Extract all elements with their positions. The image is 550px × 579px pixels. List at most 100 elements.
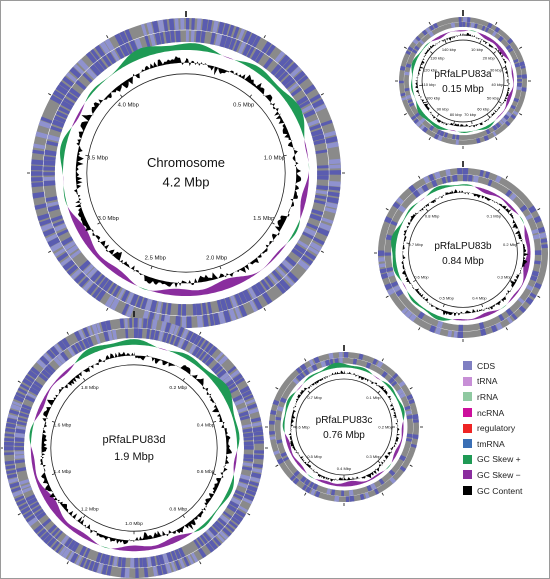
cds-feature: [239, 474, 251, 481]
cds-feature: [44, 149, 57, 157]
cds-feature: [379, 268, 387, 274]
cds-feature: [26, 392, 37, 399]
cds-feature: [181, 316, 186, 328]
cds-feature: [241, 390, 252, 398]
inner-scale-circle: [421, 39, 505, 123]
cds-feature: [39, 355, 50, 366]
cds-feature: [110, 49, 120, 62]
cds-feature: [109, 297, 120, 311]
ruler-tick: [381, 358, 384, 362]
cds-feature: [60, 236, 74, 246]
cds-feature: [224, 296, 233, 310]
cds-feature: [120, 44, 130, 57]
cds-feature: [518, 305, 527, 313]
cds-feature: [163, 19, 169, 32]
cds-feature: [95, 289, 107, 302]
cds-feature: [235, 509, 246, 518]
cds-feature: [197, 547, 207, 559]
ruler-tick: [320, 250, 324, 253]
cds-feature: [6, 473, 18, 479]
cds-feature: [79, 557, 87, 568]
cds-feature: [441, 176, 447, 184]
ruler-tick: [537, 208, 541, 211]
scale-tick-label: 3.5 Mbp: [87, 155, 109, 161]
cds-feature: [41, 369, 52, 379]
cds-feature: [186, 18, 190, 30]
cds-feature: [3, 446, 14, 451]
cds-feature: [405, 94, 412, 100]
cds-feature: [210, 32, 216, 45]
cds-feature: [317, 175, 329, 180]
cds-feature: [150, 329, 156, 340]
cds-feature: [150, 556, 157, 567]
cds-feature: [252, 467, 263, 473]
scale-tick-label: 20 kbp: [483, 55, 496, 60]
cds-feature: [303, 227, 317, 237]
cds-feature: [4, 460, 15, 465]
cds-feature: [505, 189, 513, 198]
cds-feature: [36, 511, 47, 521]
scale-tick-label: 0.8 Mbp: [425, 214, 440, 219]
cds-feature: [101, 564, 108, 575]
cds-feature: [50, 125, 63, 133]
cds-feature: [312, 483, 319, 491]
cds-feature: [263, 57, 274, 70]
cds-feature: [49, 94, 63, 105]
cds-feature: [457, 331, 463, 338]
cds-feature: [406, 394, 414, 401]
cds-feature: [384, 216, 393, 224]
cds-feature: [134, 557, 139, 568]
scale-tick: [481, 303, 484, 308]
cds-feature: [115, 46, 125, 60]
cds-feature: [408, 313, 417, 322]
legend-item-rrna: rRNA: [463, 389, 547, 405]
cds-feature: [125, 291, 135, 305]
cds-feature: [421, 184, 429, 192]
cds-feature: [254, 440, 264, 444]
legend-label: tRNA: [477, 376, 498, 387]
cds-feature: [306, 222, 319, 230]
ruler-tick: [275, 387, 279, 390]
cds-feature: [195, 348, 204, 359]
cds-feature: [205, 356, 215, 367]
ruler-tick: [66, 331, 69, 335]
cds-feature: [282, 456, 290, 462]
cds-feature: [86, 283, 98, 295]
cds-feature: [311, 364, 318, 371]
cds-feature: [65, 72, 78, 83]
cds-feature: [480, 328, 487, 336]
cds-feature: [100, 321, 108, 332]
cds-feature: [405, 50, 412, 56]
scale-tick: [471, 120, 473, 125]
cds-feature: [228, 520, 238, 529]
legend-swatch-ncrna: [463, 408, 472, 418]
cds-feature: [26, 497, 38, 506]
cds-feature: [473, 175, 479, 183]
cds-feature: [66, 244, 79, 255]
cds-feature: [216, 299, 223, 312]
scale-tick-label: 1.0 Mbp: [264, 155, 286, 161]
scale-tick: [51, 473, 55, 476]
cds-feature: [307, 246, 320, 255]
cds-feature: [498, 314, 505, 322]
cds-feature: [35, 131, 48, 139]
cds-feature: [378, 257, 385, 262]
cds-feature: [89, 64, 102, 77]
cds-feature: [237, 406, 248, 414]
cds-feature: [500, 117, 507, 124]
cds-feature: [24, 374, 35, 383]
cds-feature: [396, 196, 404, 205]
cds-feature: [334, 495, 340, 502]
cds-feature: [248, 480, 260, 487]
cds-feature: [201, 302, 208, 315]
cds-feature: [242, 44, 252, 57]
cds-feature: [398, 205, 407, 213]
cds-feature: [34, 508, 44, 517]
cds-feature: [154, 330, 160, 341]
cds-feature: [18, 412, 29, 418]
cds-feature: [293, 470, 300, 477]
cds-feature: [389, 476, 397, 484]
cds-reverse-track: [384, 174, 542, 332]
cds-feature: [509, 193, 517, 201]
